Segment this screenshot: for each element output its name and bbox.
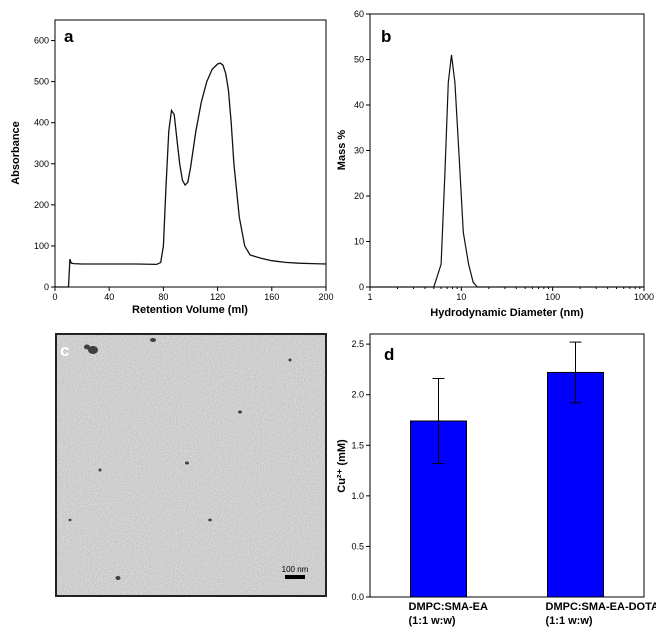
chart-b-y-tick-label: 50 bbox=[354, 55, 364, 65]
chart-a-y-tick-label: 0 bbox=[44, 282, 49, 292]
chart-panel-b: b Hydrodynamic Diameter (nm) Mass % 1 10 1… bbox=[336, 9, 654, 319]
chart-d-y-tick-label: 2.0 bbox=[351, 390, 364, 400]
chart-d-category-label: (1:1 w:w) bbox=[546, 615, 593, 627]
chart-a-x-tick-label: 200 bbox=[318, 292, 333, 302]
chart-d-category-label: DMPC:SMA-EA-DOTA bbox=[546, 601, 656, 613]
chart-d-panel-label: d bbox=[384, 345, 394, 364]
chart-b-panel-label: b bbox=[381, 27, 391, 46]
micrograph-image bbox=[56, 334, 326, 596]
scale-bar-label: 100 nm bbox=[282, 565, 309, 574]
chart-a-y-tick-label: 200 bbox=[34, 200, 49, 210]
chart-d-y-tick-label: 1.0 bbox=[351, 491, 364, 501]
chart-d-frame bbox=[369, 333, 645, 598]
chart-d-bar bbox=[547, 371, 604, 598]
chart-d-y-tick-label: 2.5 bbox=[351, 339, 364, 349]
chart-d-y-tick-label: 1.5 bbox=[351, 440, 364, 450]
chart-b-y-axis-label: Mass % bbox=[336, 130, 348, 171]
chart-a-y-tick-label: 500 bbox=[34, 77, 49, 87]
chart-a-x-tick-label: 0 bbox=[52, 292, 57, 302]
chart-b-x-axis-label: Hydrodynamic Diameter (nm) bbox=[430, 307, 584, 319]
chart-panel-d: d Cu²⁺ (mM) 0.0 0.5 1.0 1.5 2.0 2.5 DMPC:SMA-E… bbox=[336, 333, 656, 627]
chart-b-series-line bbox=[370, 54, 644, 288]
chart-a-y-tick-label: 600 bbox=[34, 36, 49, 46]
chart-a-x-tick-label: 160 bbox=[264, 292, 279, 302]
chart-d-category-label: (1:1 w:w) bbox=[409, 615, 456, 627]
chart-a-series-line bbox=[55, 62, 327, 288]
chart-a-x-tick-label: 40 bbox=[104, 292, 114, 302]
chart-d-y-tick-label: 0.0 bbox=[351, 592, 364, 602]
chart-b-frame bbox=[369, 13, 645, 288]
chart-a-y-axis-label: Absorbance bbox=[10, 121, 22, 185]
chart-d-y-tick-label: 0.5 bbox=[351, 541, 364, 551]
chart-b-y-tick-label: 0 bbox=[359, 282, 364, 292]
chart-a-x-tick-label: 80 bbox=[158, 292, 168, 302]
chart-b-y-tick-label: 30 bbox=[354, 146, 364, 156]
chart-a-panel-label: a bbox=[64, 27, 74, 46]
chart-b-y-tick-label: 20 bbox=[354, 191, 364, 201]
chart-b-x-tick-label: 1000 bbox=[634, 292, 654, 302]
chart-b-x-tick-label: 1 bbox=[367, 292, 372, 302]
chart-b-y-tick-label: 60 bbox=[354, 9, 364, 19]
chart-b-y-tick-label: 10 bbox=[354, 237, 364, 247]
chart-b-x-tick-label: 100 bbox=[545, 292, 560, 302]
chart-d-category-label: DMPC:SMA-EA bbox=[409, 601, 488, 613]
chart-a-y-tick-label: 100 bbox=[34, 241, 49, 251]
micrograph-panel-label: c bbox=[60, 341, 69, 360]
chart-a-y-tick-label: 400 bbox=[34, 118, 49, 128]
micrograph-frame bbox=[55, 333, 327, 597]
chart-b-y-tick-label: 40 bbox=[354, 100, 364, 110]
chart-a-frame bbox=[54, 19, 327, 288]
micrograph-panel-c: c 100 nm bbox=[55, 333, 327, 597]
chart-a-x-tick-label: 120 bbox=[210, 292, 225, 302]
chart-b-x-tick-label: 10 bbox=[456, 292, 466, 302]
chart-d-y-axis-label: Cu²⁺ (mM) bbox=[336, 439, 348, 493]
chart-a-y-tick-label: 300 bbox=[34, 159, 49, 169]
micrograph-particles bbox=[68, 338, 292, 580]
chart-panel-a: a Retention Volume (ml) Absorbance 0 40 80… bbox=[10, 19, 334, 316]
scale-bar bbox=[285, 575, 305, 579]
chart-a-x-axis-label: Retention Volume (ml) bbox=[132, 304, 248, 316]
